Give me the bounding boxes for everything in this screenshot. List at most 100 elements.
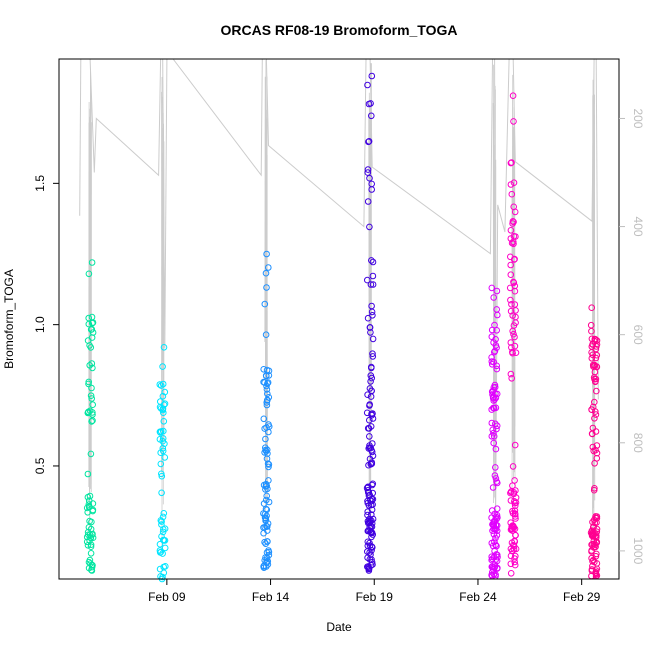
- data-point-rf09: [160, 563, 167, 571]
- data-point-rf10: [263, 506, 271, 514]
- data-point-rf14: [588, 532, 596, 540]
- data-point-rf09: [158, 521, 165, 528]
- data-point-rf12: [492, 445, 500, 453]
- data-point-rf08: [87, 560, 94, 567]
- data-point-rf08: [88, 418, 95, 425]
- data-point-rf14: [592, 553, 600, 560]
- data-point-rf08: [89, 506, 97, 514]
- data-point-rf09: [160, 344, 168, 351]
- data-point-rf10: [261, 524, 269, 531]
- data-point-rf11: [367, 281, 375, 288]
- data-point-rf10: [263, 382, 270, 390]
- data-point-rf13: [507, 307, 515, 315]
- data-point-rf14: [593, 449, 601, 457]
- data-point-rf13: [509, 218, 517, 225]
- pressure-profile-line: [162, 152, 164, 334]
- data-point-rf13: [511, 342, 519, 350]
- data-point-rf08: [85, 314, 92, 322]
- data-point-rf13: [507, 339, 515, 346]
- data-point-rf13: [507, 271, 515, 279]
- data-point-rf11: [363, 409, 371, 417]
- pressure-tick-label: 800: [631, 433, 645, 453]
- data-point-rf13: [507, 519, 515, 527]
- data-point-rf08: [84, 470, 92, 478]
- data-point-rf13: [510, 238, 517, 246]
- right-pressure-axis: 200 400 600 800 1000: [619, 108, 645, 565]
- data-point-rf12: [493, 287, 501, 295]
- data-point-rf14: [593, 351, 601, 359]
- data-point-rf12: [493, 344, 500, 352]
- data-point-rf09: [160, 537, 168, 544]
- data-point-rf12: [488, 358, 496, 365]
- data-point-rf09: [161, 400, 169, 408]
- data-point-rf12: [490, 404, 497, 412]
- data-point-rf09: [157, 449, 164, 457]
- data-point-rf13: [508, 239, 516, 247]
- data-point-rf13: [512, 552, 519, 560]
- data-point-rf11: [369, 544, 376, 551]
- pressure-tick-label: 600: [631, 325, 645, 345]
- data-point-rf13: [512, 545, 520, 553]
- data-point-rf12: [493, 365, 501, 373]
- data-point-rf13: [511, 561, 519, 569]
- data-point-rf08: [85, 497, 93, 505]
- data-point-rf13: [512, 349, 520, 357]
- data-point-rf11: [369, 350, 376, 358]
- data-point-rf10: [263, 492, 271, 500]
- data-point-rf09: [159, 380, 167, 388]
- data-point-rf13: [509, 348, 516, 356]
- data-point-rf13: [507, 570, 515, 577]
- data-point-rf08: [89, 401, 96, 409]
- data-point-rf08: [85, 501, 93, 508]
- data-point-rf11: [365, 138, 372, 146]
- data-point-rf10: [262, 331, 270, 339]
- data-point-rf11: [368, 112, 375, 120]
- data-point-rf08: [87, 392, 95, 400]
- data-point-rf14: [588, 304, 596, 312]
- data-point-rf11: [368, 481, 376, 489]
- x-tick-label: Feb 24: [459, 590, 497, 604]
- data-point-rf12: [492, 571, 499, 579]
- data-point-rf12: [492, 394, 500, 402]
- data-point-rf08: [88, 518, 95, 526]
- data-point-rf09: [158, 472, 166, 480]
- data-point-rf12: [488, 284, 496, 292]
- data-point-rf08: [87, 543, 95, 551]
- data-point-rf09: [161, 440, 168, 448]
- data-point-rf11: [364, 166, 372, 173]
- data-point-rf09: [159, 392, 167, 400]
- data-point-rf10: [261, 538, 268, 546]
- data-point-rf09: [159, 363, 166, 370]
- data-point-rf12: [491, 347, 499, 355]
- data-point-rf13: [510, 118, 517, 125]
- data-point-rf08: [84, 409, 92, 416]
- data-point-rf13: [512, 531, 519, 539]
- data-point-rf14: [588, 430, 596, 438]
- data-point-rf13: [510, 490, 518, 498]
- data-point-rf10: [265, 463, 272, 471]
- data-point-rf12: [493, 306, 501, 313]
- data-point-rf13: [511, 525, 519, 533]
- data-point-rf12: [490, 429, 497, 437]
- data-point-rf11: [366, 433, 373, 440]
- data-point-rf13: [511, 287, 519, 295]
- data-point-rf10: [263, 559, 271, 567]
- data-point-rf12: [489, 391, 496, 398]
- data-point-rf12: [493, 532, 501, 539]
- data-point-rf14: [589, 443, 597, 451]
- data-point-rf13: [510, 278, 517, 286]
- data-point-rf08: [86, 362, 93, 369]
- y-axis-label: Bromoform_TOGA: [2, 269, 16, 369]
- data-point-rf12: [492, 404, 500, 412]
- data-point-rf10: [264, 460, 272, 468]
- data-point-rf10: [263, 386, 271, 393]
- data-point-rf13: [511, 538, 519, 545]
- data-point-rf08: [85, 378, 92, 386]
- data-point-rf10: [265, 367, 273, 375]
- data-point-rf13: [508, 159, 515, 166]
- data-point-rf13: [509, 92, 517, 99]
- data-point-rf11: [366, 442, 373, 449]
- data-point-rf13: [509, 463, 517, 470]
- data-point-rf13: [507, 560, 515, 568]
- data-point-rf13: [510, 330, 517, 338]
